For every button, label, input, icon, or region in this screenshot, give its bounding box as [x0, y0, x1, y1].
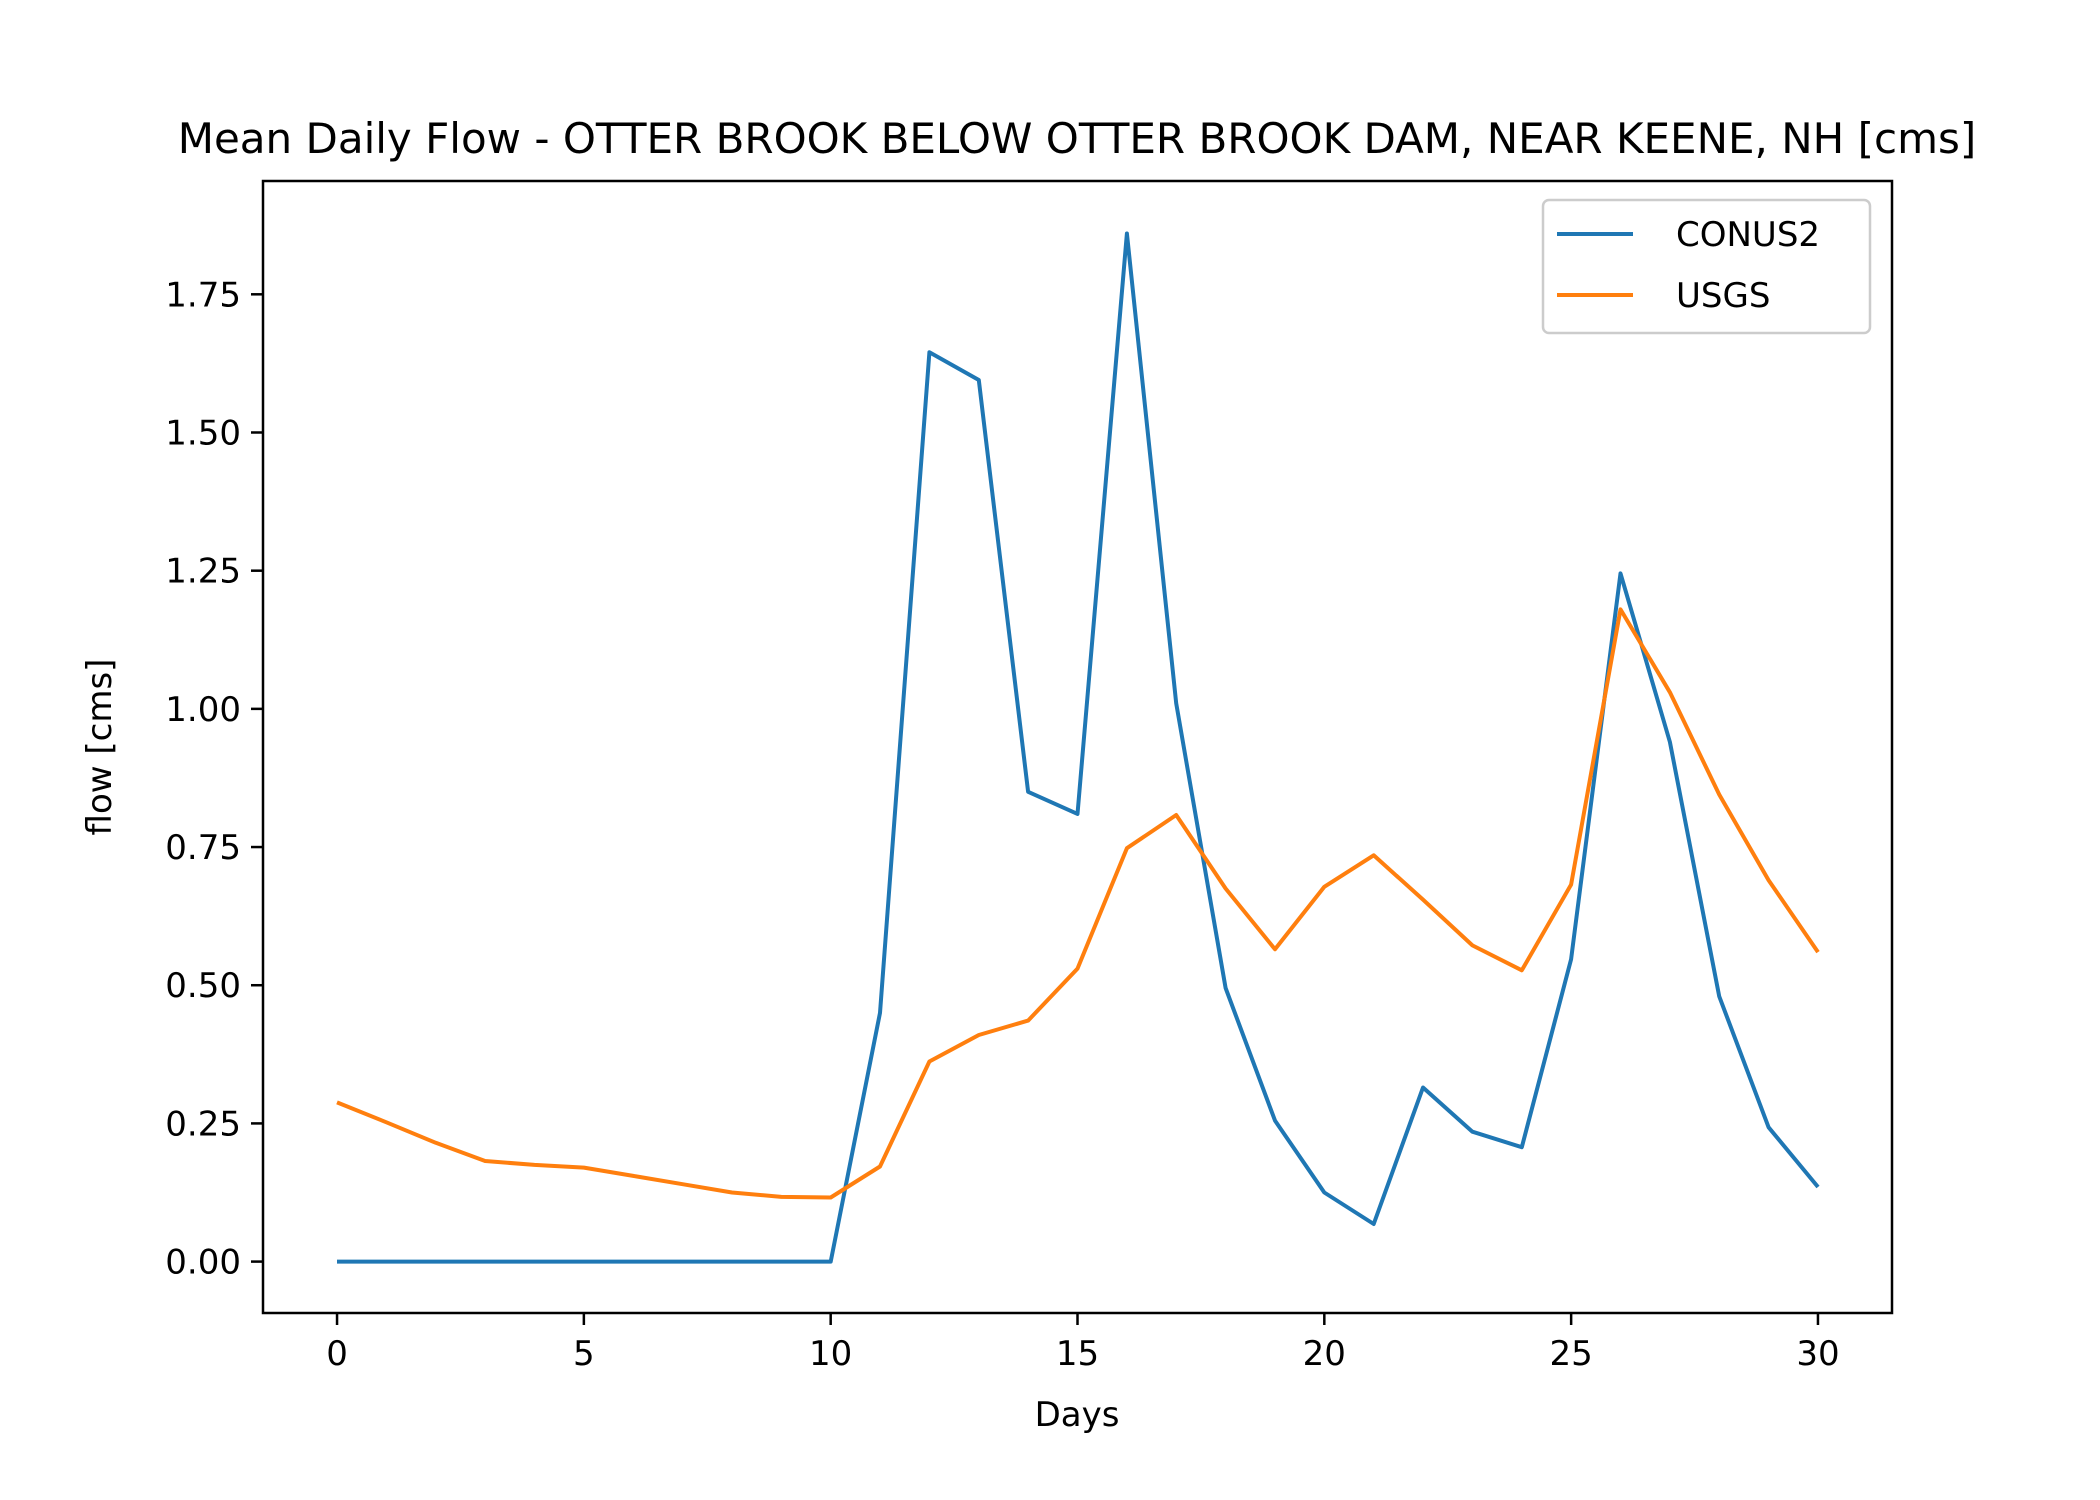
x-tick-label: 25 [1550, 1334, 1593, 1374]
x-tick-label: 10 [809, 1334, 852, 1374]
x-axis: 0 5 10 15 20 25 30 [326, 1313, 1840, 1374]
x-tick-label: 15 [1056, 1334, 1099, 1374]
y-tick-label: 1.50 [165, 413, 241, 453]
y-tick-label: 1.75 [165, 275, 241, 315]
x-tick-label: 0 [326, 1334, 348, 1374]
y-tick-label: 0.50 [165, 966, 241, 1006]
legend-label-usgs: USGS [1676, 276, 1770, 316]
x-tick-label: 5 [573, 1334, 595, 1374]
plot-frame [261, 179, 1894, 1315]
y-tick-label: 1.25 [165, 552, 241, 592]
y-axis: 0.00 0.25 0.50 0.75 1.00 1.25 1.50 1.75 [165, 275, 263, 1283]
x-tick-label: 30 [1796, 1334, 1839, 1374]
y-tick-label: 0.00 [165, 1243, 241, 1283]
y-tick-label: 0.75 [165, 828, 241, 868]
legend: CONUS2 USGS [1541, 198, 1872, 335]
series-line-conus2 [337, 231, 1820, 1264]
y-tick-label: 0.25 [165, 1104, 241, 1144]
legend-label-conus2: CONUS2 [1676, 215, 1820, 255]
chart-title: Mean Daily Flow - OTTER BROOK BELOW OTTE… [178, 114, 1977, 163]
x-axis-label: Days [1035, 1395, 1120, 1435]
y-axis-label: flow [cms] [80, 659, 120, 836]
x-tick-label: 20 [1303, 1334, 1346, 1374]
series-line-usgs [336, 607, 1820, 1200]
plot-lines [336, 231, 1820, 1264]
y-tick-label: 1.00 [165, 690, 241, 730]
